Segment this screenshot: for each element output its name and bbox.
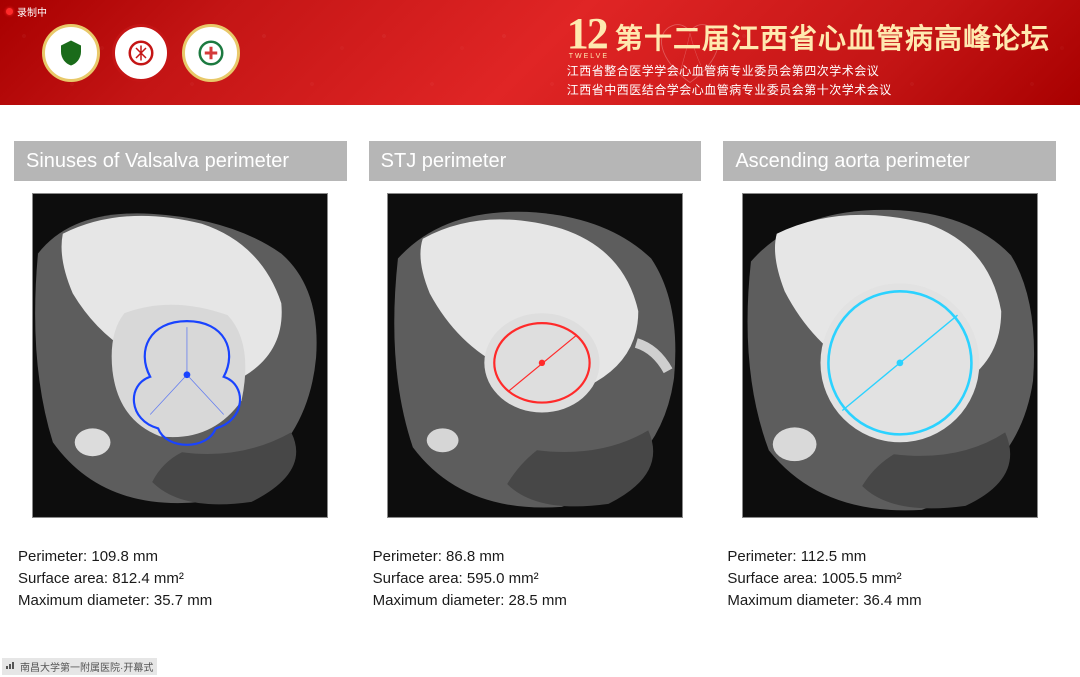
metric-perimeter: Perimeter: 109.8 mm [18, 546, 212, 568]
metric-maxdiam: Maximum diameter: 35.7 mm [18, 590, 212, 612]
metric-surface: Surface area: 1005.5 mm² [727, 568, 921, 590]
metric-surface: Surface area: 595.0 mm² [373, 568, 567, 590]
metrics-block: Perimeter: 86.8 mm Surface area: 595.0 m… [369, 546, 567, 611]
metrics-block: Perimeter: 109.8 mm Surface area: 812.4 … [14, 546, 212, 611]
banner-text-block: 12 TWELVE 第十二届江西省心血管病高峰论坛 江西省整合医学学会心血管病专… [567, 8, 1050, 98]
logo-2-icon [112, 24, 170, 82]
footer-watermark: 南昌大学第一附属医院·开幕式 [2, 658, 157, 675]
recording-dot-icon [6, 8, 13, 15]
metric-perimeter: Perimeter: 86.8 mm [373, 546, 567, 568]
ct-image-stj [387, 193, 683, 518]
recording-label: 录制中 [17, 4, 47, 19]
metric-surface: Surface area: 812.4 mm² [18, 568, 212, 590]
panel-stj: STJ perimeter Perime [369, 141, 702, 611]
overlay-sinuses-icon [33, 194, 327, 517]
ct-image-sinuses [32, 193, 328, 518]
panel-header: STJ perimeter [369, 141, 702, 181]
banner-ordinal: 12 [567, 8, 609, 59]
panel-body: Perimeter: 112.5 mm Surface area: 1005.5… [723, 193, 1056, 611]
metrics-block: Perimeter: 112.5 mm Surface area: 1005.5… [723, 546, 921, 611]
banner-subtitle-2: 江西省中西医结合学会心血管病专业委员会第十次学术会议 [567, 81, 1050, 98]
logo-3-icon [182, 24, 240, 82]
banner-ordinal-sub: TWELVE [569, 53, 609, 60]
overlay-stj-icon [388, 194, 682, 517]
sponsor-logos [42, 24, 240, 82]
panel-body: Perimeter: 109.8 mm Surface area: 812.4 … [14, 193, 347, 611]
footer-label: 南昌大学第一附属医院·开幕式 [20, 659, 153, 674]
banner-title: 第十二届江西省心血管病高峰论坛 [615, 17, 1050, 57]
conference-banner: 录制中 12 TWELVE 第十二届江西省心血管病高峰论坛 江西省整合医学学会心… [0, 0, 1080, 105]
panel-body: Perimeter: 86.8 mm Surface area: 595.0 m… [369, 193, 702, 611]
logo-1-icon [42, 24, 100, 82]
recording-indicator: 录制中 [6, 4, 47, 19]
metric-perimeter: Perimeter: 112.5 mm [727, 546, 921, 568]
panel-ascending-aorta: Ascending aorta perimeter Perim [723, 141, 1056, 611]
panel-sinuses: Sinuses of Valsalva perimeter [14, 141, 347, 611]
metric-maxdiam: Maximum diameter: 36.4 mm [727, 590, 921, 612]
ct-image-aorta [742, 193, 1038, 518]
panel-header: Ascending aorta perimeter [723, 141, 1056, 181]
signal-icon [6, 661, 16, 672]
banner-subtitle-1: 江西省整合医学学会心血管病专业委员会第四次学术会议 [567, 62, 1050, 79]
overlay-aorta-icon [743, 194, 1037, 517]
panel-header: Sinuses of Valsalva perimeter [14, 141, 347, 181]
metric-maxdiam: Maximum diameter: 28.5 mm [373, 590, 567, 612]
panels-row: Sinuses of Valsalva perimeter [0, 105, 1080, 611]
